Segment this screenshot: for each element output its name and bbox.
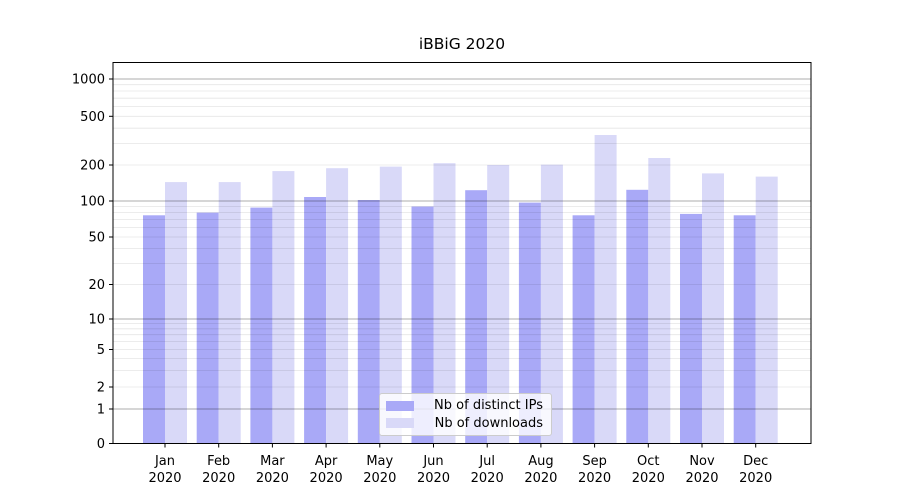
bar-downloads-sep bbox=[594, 135, 617, 443]
y-tick-label: 0 bbox=[97, 437, 105, 452]
bar-downloads-dec bbox=[755, 176, 778, 443]
x-tick-label-month: Nov bbox=[689, 454, 715, 469]
legend-swatch-downloads bbox=[386, 418, 414, 429]
bar-ips-dec bbox=[733, 215, 756, 443]
y-tick-label: 1000 bbox=[72, 73, 105, 88]
legend-label-distinct-ips: Nb of distinct IPs bbox=[434, 398, 543, 414]
legend-item-distinct-ips: Nb of distinct IPs bbox=[386, 398, 543, 414]
bar-ips-jun bbox=[411, 206, 434, 443]
bars-layer bbox=[143, 135, 778, 443]
x-tick-label-month: Jun bbox=[422, 454, 443, 469]
bar-ips-aug bbox=[518, 202, 541, 443]
bar-ips-apr bbox=[304, 197, 327, 443]
x-tick-label-month: Dec bbox=[743, 454, 768, 469]
y-tick-label: 5 bbox=[97, 343, 105, 358]
bar-downloads-nov bbox=[702, 173, 724, 443]
x-tick-label-month: Sep bbox=[582, 454, 607, 469]
x-tick-label-month: Feb bbox=[207, 454, 230, 469]
axis-layer bbox=[109, 62, 812, 448]
chart-title: iBBiG 2020 bbox=[419, 35, 505, 53]
plot-border bbox=[112, 62, 812, 444]
y-tick-label: 1 bbox=[97, 403, 105, 418]
bar-downloads-may bbox=[379, 166, 402, 443]
x-tick-label-year: 2020 bbox=[524, 471, 557, 486]
x-tick-label-month: Oct bbox=[637, 454, 659, 469]
legend-item-downloads: Nb of downloads bbox=[386, 415, 543, 431]
x-tick-label-month: Mar bbox=[260, 454, 285, 469]
x-tick-label-month: Jul bbox=[478, 454, 495, 469]
x-tick-label-year: 2020 bbox=[578, 471, 611, 486]
x-tick-label-year: 2020 bbox=[256, 471, 289, 486]
x-tick-label-year: 2020 bbox=[363, 471, 396, 486]
x-tick-label-year: 2020 bbox=[202, 471, 235, 486]
bar-downloads-jan bbox=[165, 182, 187, 443]
bar-downloads-oct bbox=[648, 158, 671, 443]
y-tick-label: 50 bbox=[88, 231, 105, 246]
bar-downloads-mar bbox=[272, 171, 295, 443]
bar-downloads-feb bbox=[218, 182, 241, 443]
bar-downloads-jun bbox=[433, 163, 456, 443]
bar-ips-feb bbox=[196, 212, 219, 443]
x-tick-label-year: 2020 bbox=[471, 471, 504, 486]
axis-labels-layer: 0 1 2 5 10 20 50 100 200 500 1000 Jan 2020 Feb 2020 Mar… bbox=[72, 73, 772, 487]
x-tick-label-year: 2020 bbox=[632, 471, 665, 486]
bar-downloads-jul bbox=[487, 165, 510, 443]
x-tick-label-year: 2020 bbox=[685, 471, 718, 486]
y-tick-label: 2 bbox=[97, 381, 105, 396]
bar-ips-jan bbox=[143, 215, 165, 443]
y-tick-label: 10 bbox=[88, 313, 105, 328]
x-tick-label-month: May bbox=[366, 454, 393, 469]
bar-ips-mar bbox=[250, 207, 273, 443]
x-tick-label-month: Aug bbox=[528, 454, 553, 469]
bar-ips-sep bbox=[572, 215, 595, 443]
x-tick-label-year: 2020 bbox=[148, 471, 181, 486]
bar-downloads-aug bbox=[540, 164, 563, 443]
legend-swatch-distinct-ips bbox=[386, 400, 414, 411]
x-tick-label-year: 2020 bbox=[417, 471, 450, 486]
y-tick-label: 200 bbox=[80, 159, 105, 174]
bar-ips-oct bbox=[626, 189, 649, 443]
bar-ips-nov bbox=[680, 213, 702, 443]
grid-layer bbox=[113, 78, 811, 410]
bar-ips-jul bbox=[465, 190, 488, 443]
x-tick-label-month: Apr bbox=[315, 454, 338, 469]
y-tick-label: 100 bbox=[80, 195, 105, 210]
legend: Nb of distinct IPs Nb of downloads bbox=[379, 393, 552, 436]
x-tick-label-month: Jan bbox=[154, 454, 175, 469]
bar-ips-may bbox=[357, 200, 380, 443]
y-tick-label: 20 bbox=[88, 278, 105, 293]
x-tick-label-year: 2020 bbox=[310, 471, 343, 486]
bar-downloads-apr bbox=[326, 168, 349, 443]
legend-label-downloads: Nb of downloads bbox=[434, 415, 543, 431]
x-tick-label-year: 2020 bbox=[739, 471, 772, 486]
y-tick-label: 500 bbox=[80, 110, 105, 125]
